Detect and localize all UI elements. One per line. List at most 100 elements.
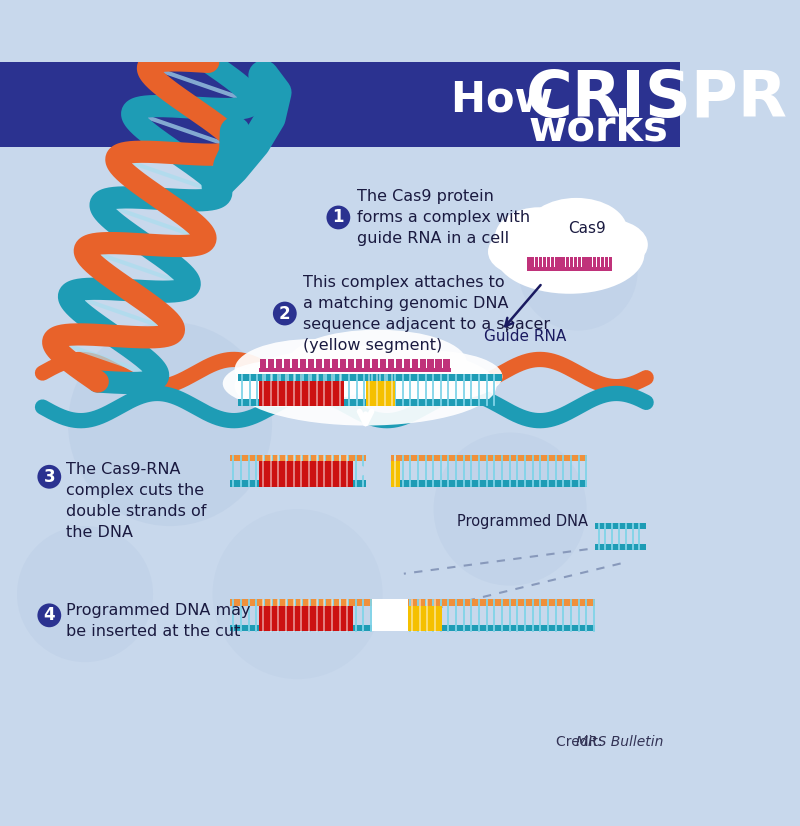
FancyBboxPatch shape [372,358,378,368]
Circle shape [38,604,62,627]
Ellipse shape [495,207,583,268]
Text: Programmed DNA may
be inserted at the cut: Programmed DNA may be inserted at the cu… [66,603,251,638]
FancyBboxPatch shape [348,358,354,368]
FancyBboxPatch shape [259,368,450,373]
Text: CRISPR: CRISPR [526,69,787,131]
Text: The Cas9-RNA
complex cuts the
double strands of
the DNA: The Cas9-RNA complex cuts the double str… [66,463,206,540]
Text: 1: 1 [333,208,344,226]
FancyBboxPatch shape [259,462,353,487]
FancyBboxPatch shape [427,358,434,368]
FancyBboxPatch shape [558,257,562,267]
Text: How: How [450,78,567,121]
FancyBboxPatch shape [388,358,394,368]
Text: Cas9: Cas9 [568,221,606,236]
FancyBboxPatch shape [595,544,646,550]
Text: works: works [528,107,668,150]
FancyBboxPatch shape [597,257,600,267]
FancyBboxPatch shape [364,358,370,368]
FancyBboxPatch shape [260,358,266,368]
Ellipse shape [566,219,648,270]
Circle shape [273,301,297,325]
FancyBboxPatch shape [372,599,408,632]
Text: 4: 4 [43,606,55,624]
FancyBboxPatch shape [324,358,330,368]
FancyBboxPatch shape [593,257,596,267]
Ellipse shape [234,346,497,425]
FancyBboxPatch shape [308,358,314,368]
FancyBboxPatch shape [531,257,534,267]
FancyBboxPatch shape [566,257,570,267]
FancyBboxPatch shape [527,267,612,271]
Ellipse shape [360,351,502,402]
FancyBboxPatch shape [590,257,593,267]
FancyBboxPatch shape [380,358,386,368]
FancyBboxPatch shape [550,257,554,267]
FancyBboxPatch shape [543,257,546,267]
FancyBboxPatch shape [292,358,298,368]
FancyBboxPatch shape [391,480,586,487]
Ellipse shape [526,198,627,263]
FancyBboxPatch shape [582,257,585,267]
FancyBboxPatch shape [570,257,573,267]
FancyBboxPatch shape [595,523,646,529]
Circle shape [434,433,586,586]
Ellipse shape [495,214,645,294]
FancyBboxPatch shape [406,599,595,606]
Polygon shape [362,467,376,475]
FancyBboxPatch shape [609,257,612,267]
FancyBboxPatch shape [259,606,353,632]
FancyBboxPatch shape [406,624,595,632]
FancyBboxPatch shape [547,257,550,267]
FancyBboxPatch shape [230,454,366,462]
FancyBboxPatch shape [586,257,589,267]
Text: 2: 2 [279,305,290,322]
Circle shape [68,322,272,526]
FancyBboxPatch shape [0,147,680,764]
FancyBboxPatch shape [554,257,558,267]
FancyBboxPatch shape [372,599,408,632]
FancyBboxPatch shape [391,454,586,462]
Text: Credit:: Credit: [556,735,607,749]
FancyBboxPatch shape [601,257,604,267]
FancyBboxPatch shape [332,358,338,368]
FancyBboxPatch shape [411,358,418,368]
FancyBboxPatch shape [230,624,374,632]
Circle shape [38,465,62,489]
Ellipse shape [222,360,342,407]
FancyBboxPatch shape [366,381,395,406]
FancyBboxPatch shape [340,358,346,368]
FancyBboxPatch shape [316,358,322,368]
FancyBboxPatch shape [527,257,530,267]
FancyBboxPatch shape [356,358,362,368]
Text: MRS Bulletin: MRS Bulletin [576,735,663,749]
FancyBboxPatch shape [562,257,566,267]
FancyBboxPatch shape [605,257,608,267]
FancyBboxPatch shape [435,358,442,368]
FancyBboxPatch shape [276,358,282,368]
FancyBboxPatch shape [300,358,306,368]
FancyBboxPatch shape [391,462,399,487]
FancyBboxPatch shape [238,374,502,381]
Circle shape [518,211,638,330]
FancyBboxPatch shape [403,358,410,368]
FancyBboxPatch shape [578,257,581,267]
Text: This complex attaches to
a matching genomic DNA
sequence adjacent to a spacer
(y: This complex attaches to a matching geno… [302,274,550,353]
FancyBboxPatch shape [408,606,442,632]
FancyBboxPatch shape [419,358,426,368]
FancyBboxPatch shape [230,599,374,606]
Text: The Cas9 protein
forms a complex with
guide RNA in a cell: The Cas9 protein forms a complex with gu… [357,189,530,246]
Ellipse shape [288,330,466,395]
FancyBboxPatch shape [539,257,542,267]
FancyBboxPatch shape [284,358,290,368]
Ellipse shape [234,339,390,400]
Text: Programmed DNA: Programmed DNA [458,515,588,529]
FancyBboxPatch shape [443,358,450,368]
Circle shape [326,206,350,230]
FancyBboxPatch shape [395,358,402,368]
Text: Guide RNA: Guide RNA [484,329,566,344]
Circle shape [17,526,153,662]
FancyBboxPatch shape [574,257,577,267]
FancyBboxPatch shape [535,257,538,267]
FancyBboxPatch shape [0,62,680,147]
Circle shape [213,509,382,679]
